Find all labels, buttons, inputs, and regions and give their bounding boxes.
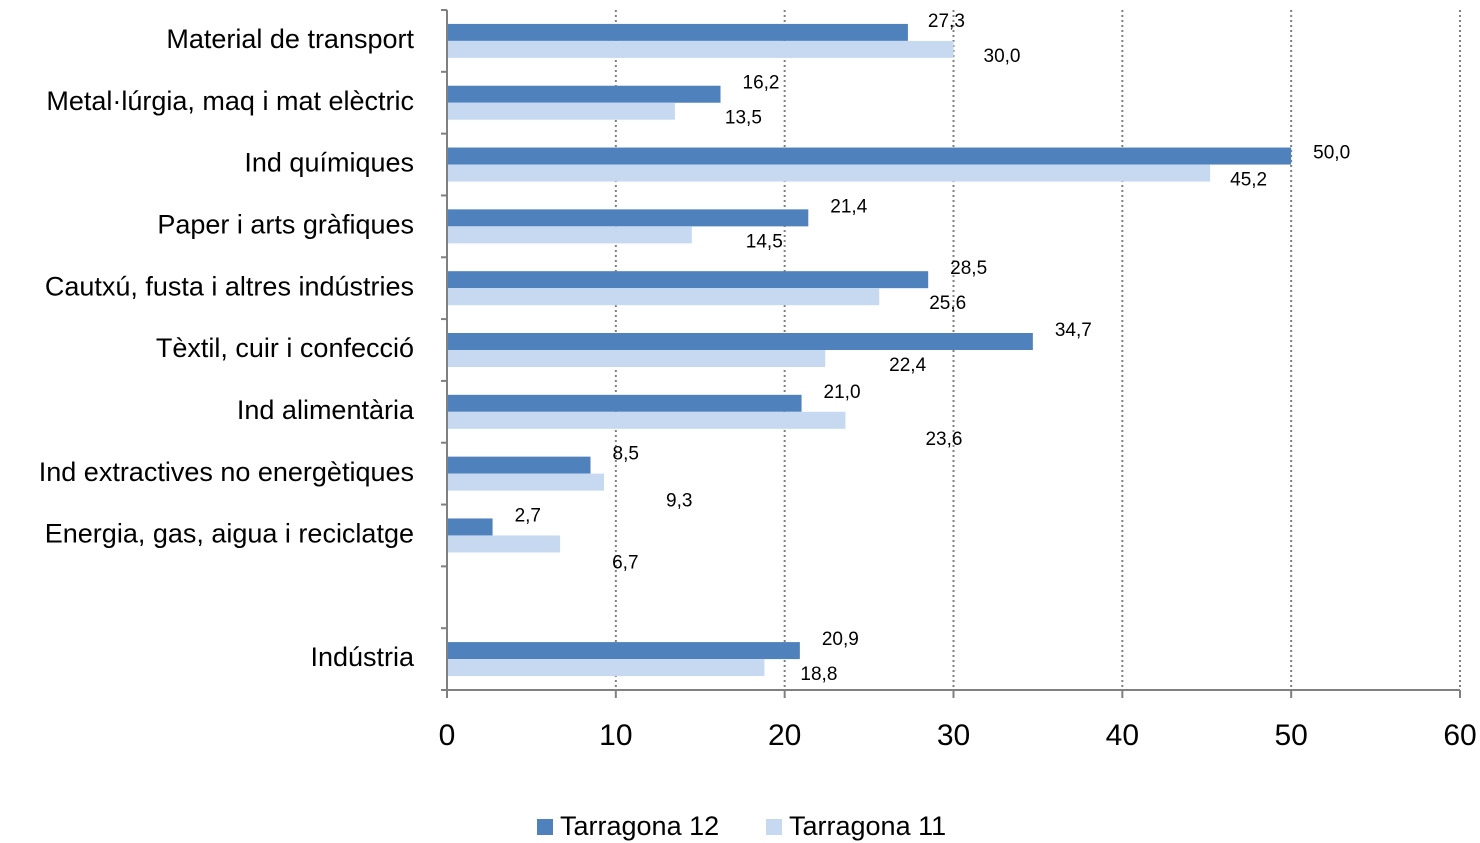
x-tick-label-10: 10 xyxy=(599,719,632,752)
x-tick-label-30: 30 xyxy=(937,719,970,752)
category-label-6: Ind alimentària xyxy=(237,395,415,425)
bar-tarragona-11-4 xyxy=(447,288,880,306)
data-label-tarragona-12-7: 8,5 xyxy=(613,444,639,465)
x-tick-label-50: 50 xyxy=(1274,719,1307,752)
data-label-tarragona-12-10: 20,9 xyxy=(822,629,859,650)
category-label-10: Indústria xyxy=(310,642,415,672)
data-label-tarragona-12-4: 28,5 xyxy=(950,258,987,279)
data-label-tarragona-11-5: 22,4 xyxy=(889,355,926,376)
legend-swatch-tarragona-11 xyxy=(766,819,782,835)
bar-tarragona-12-5 xyxy=(447,333,1033,350)
axes xyxy=(441,9,1461,698)
data-label-tarragona-11-7: 9,3 xyxy=(666,491,692,512)
bar-tarragona-12-1 xyxy=(447,85,721,103)
category-label-2: Ind químiques xyxy=(244,148,414,178)
x-tick-label-0: 0 xyxy=(439,719,456,752)
legend: Tarragona 12 Tarragona 11 xyxy=(537,811,946,841)
bar-tarragona-12-0 xyxy=(447,23,908,41)
bar-tarragona-12-8 xyxy=(447,518,493,536)
category-label-7: Ind extractives no energètiques xyxy=(39,457,414,487)
bar-tarragona-12-6 xyxy=(447,394,802,412)
category-label-3: Paper i arts gràfiques xyxy=(157,209,414,239)
data-label-tarragona-11-1: 13,5 xyxy=(725,108,762,129)
bar-tarragona-12-10 xyxy=(447,642,800,660)
data-label-tarragona-11-2: 45,2 xyxy=(1230,170,1267,191)
legend-swatch-tarragona-12 xyxy=(537,819,553,835)
data-label-tarragona-12-8: 2,7 xyxy=(515,505,541,526)
category-label-5: Tèxtil, cuir i confecció xyxy=(156,333,414,363)
data-label-tarragona-12-1: 16,2 xyxy=(743,73,780,94)
bar-tarragona-11-2 xyxy=(447,164,1211,182)
bar-tarragona-12-2 xyxy=(447,147,1292,165)
category-label-0: Material de transport xyxy=(166,24,414,54)
bar-tarragona-11-7 xyxy=(447,473,605,491)
x-tick-label-20: 20 xyxy=(768,719,801,752)
bar-tarragona-11-6 xyxy=(447,411,846,429)
bar-tarragona-12-4 xyxy=(447,271,929,289)
labels: 27,3 30,0 Material de transport 16,2 13,5 Met… xyxy=(39,11,1477,752)
data-label-tarragona-12-3: 21,4 xyxy=(830,196,867,217)
category-label-1: Metal·lúrgia, maq i mat elèctric xyxy=(46,86,414,116)
x-tick-label-60: 60 xyxy=(1443,719,1476,752)
bar-tarragona-11-8 xyxy=(447,535,561,553)
x-tick-label-40: 40 xyxy=(1106,719,1139,752)
data-label-tarragona-12-5: 34,7 xyxy=(1055,320,1092,341)
bars xyxy=(447,23,1292,677)
bar-tarragona-11-3 xyxy=(447,226,692,244)
category-label-8: Energia, gas, aigua i reciclatge xyxy=(45,519,414,549)
data-label-tarragona-12-2: 50,0 xyxy=(1313,143,1350,164)
legend-label-tarragona-12: Tarragona 12 xyxy=(560,811,719,841)
data-label-tarragona-11-3: 14,5 xyxy=(746,231,783,252)
bar-tarragona-11-10 xyxy=(447,659,765,677)
bar-tarragona-11-5 xyxy=(447,350,826,367)
legend-label-tarragona-11: Tarragona 11 xyxy=(789,811,946,841)
data-label-tarragona-11-8: 6,7 xyxy=(612,552,638,573)
bar-tarragona-12-3 xyxy=(447,209,809,227)
data-label-tarragona-11-6: 23,6 xyxy=(925,429,962,450)
data-label-tarragona-11-4: 25,6 xyxy=(929,293,966,314)
data-label-tarragona-11-0: 30,0 xyxy=(984,46,1021,67)
bar-tarragona-11-0 xyxy=(447,40,954,58)
bar-tarragona-11-1 xyxy=(447,102,675,120)
category-label-4: Cautxú, fusta i altres indústries xyxy=(45,271,414,301)
bar-tarragona-12-7 xyxy=(447,456,591,474)
data-label-tarragona-12-0: 27,3 xyxy=(928,11,965,32)
data-label-tarragona-12-6: 21,0 xyxy=(824,382,861,403)
data-label-tarragona-11-10: 18,8 xyxy=(800,664,837,685)
